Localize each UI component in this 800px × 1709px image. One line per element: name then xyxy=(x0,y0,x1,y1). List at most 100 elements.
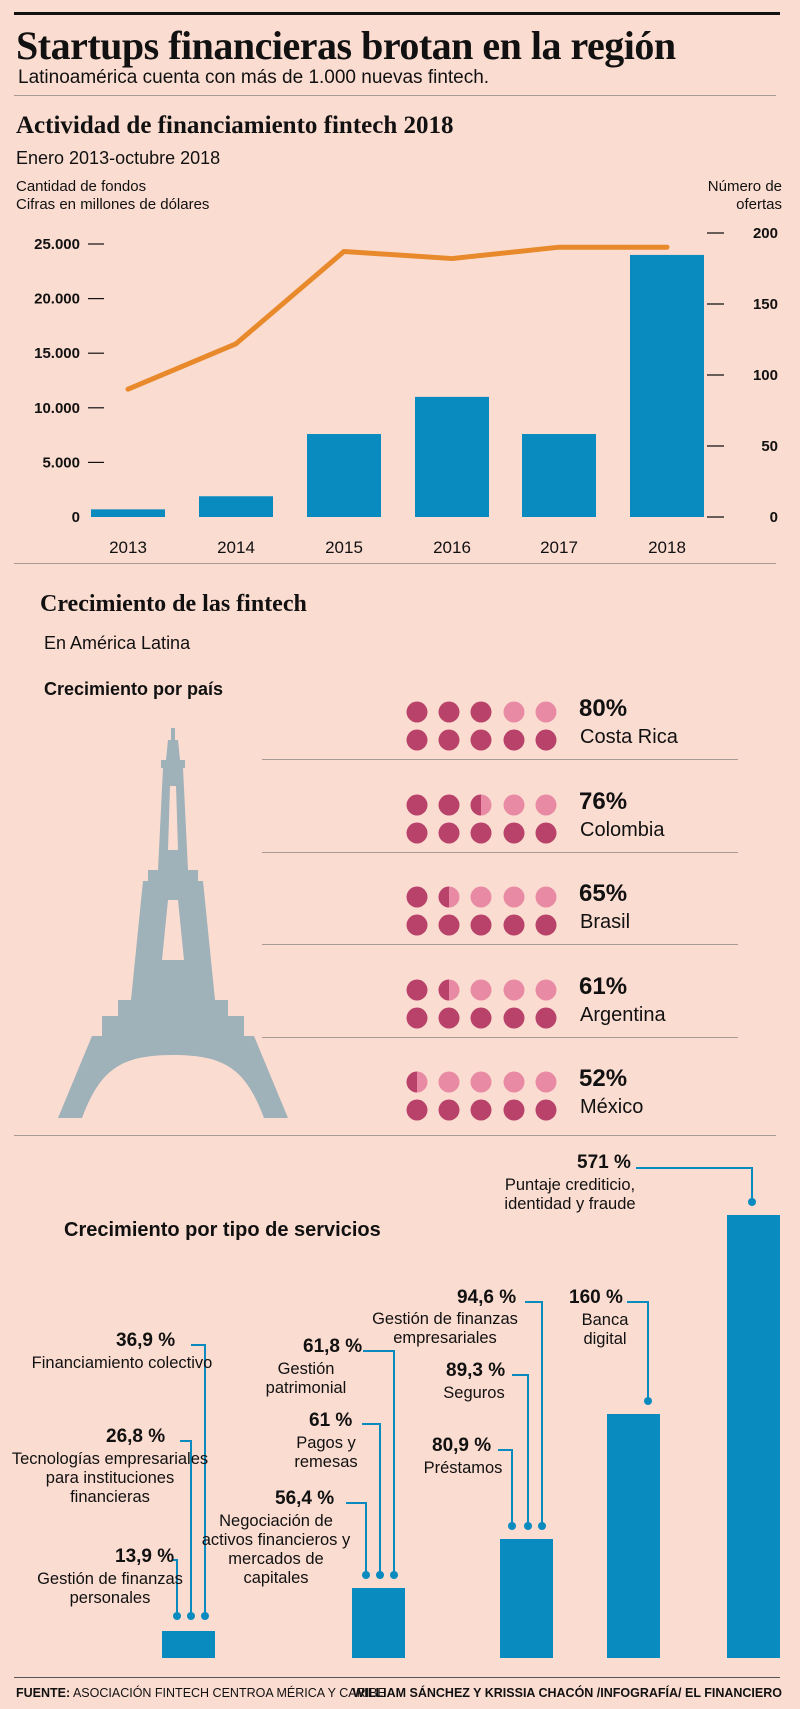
services-title: Crecimiento por tipo de servicios xyxy=(64,1219,381,1241)
row-divider xyxy=(262,944,738,945)
callout-dot xyxy=(524,1522,532,1530)
service-pct: 13,9 % xyxy=(115,1546,175,1567)
dot-partial xyxy=(406,1071,417,1093)
dot xyxy=(470,1071,492,1093)
dot xyxy=(503,1099,525,1121)
callout-dot xyxy=(508,1522,516,1530)
dot xyxy=(503,1007,525,1029)
country-name: Colombia xyxy=(580,819,665,841)
y-tick-label: 25.000 xyxy=(34,236,80,253)
service-label: Pagos y remesas xyxy=(294,1434,358,1471)
footer-source: FUENTE: ASOCIACIÓN FINTECH CENTROA MÉRIC… xyxy=(16,1686,386,1700)
service-pct: 571 % xyxy=(577,1152,631,1173)
dot xyxy=(503,914,525,936)
dot xyxy=(406,822,428,844)
callout-line xyxy=(363,1350,395,1572)
dot xyxy=(470,886,492,908)
country-pct: 65% xyxy=(579,880,628,907)
divider xyxy=(14,95,776,96)
country-pct: 76% xyxy=(579,788,628,815)
callout-line xyxy=(346,1502,367,1572)
y-tick-label: 10.000 xyxy=(34,400,80,417)
dot xyxy=(503,886,525,908)
service-label: Banca digital xyxy=(581,1311,629,1348)
dot xyxy=(470,701,492,723)
country-pct: 52% xyxy=(579,1065,628,1092)
dot xyxy=(406,701,428,723)
service-bar xyxy=(727,1215,780,1658)
y-tick-label: 5.000 xyxy=(42,454,80,471)
service-label: Gestión de finanzas personales xyxy=(37,1570,183,1607)
callout-line xyxy=(180,1440,192,1613)
service-bar xyxy=(162,1631,215,1658)
callout-line xyxy=(512,1374,529,1523)
service-pct: 160 % xyxy=(569,1287,623,1308)
dot xyxy=(438,1071,460,1093)
service-bar xyxy=(607,1414,660,1658)
top-rule xyxy=(14,12,780,15)
page-subtitle: Latinoamérica cuenta con más de 1.000 nu… xyxy=(18,67,490,88)
x-tick-label: 2016 xyxy=(433,538,471,557)
callout-line xyxy=(498,1449,513,1523)
callout-line xyxy=(362,1423,381,1572)
dot xyxy=(438,914,460,936)
dot xyxy=(535,822,557,844)
callout-dot xyxy=(173,1612,181,1620)
service-pct: 36,9 % xyxy=(116,1330,176,1351)
dot xyxy=(503,794,525,816)
service-bar xyxy=(500,1539,553,1658)
y-tick-label: 20.000 xyxy=(34,291,80,308)
page-title: Startups financieras brotan en la región xyxy=(16,23,676,68)
funding-bar xyxy=(91,509,165,517)
dot xyxy=(503,979,525,1001)
service-label: Gestión de finanzas empresariales xyxy=(372,1310,518,1347)
source-text: ASOCIACIÓN FINTECH CENTROA MÉRICA Y CARI… xyxy=(72,1686,386,1700)
y2-tick-label: 0 xyxy=(770,509,778,526)
dot xyxy=(503,1071,525,1093)
service-label: Tecnologías empresariales para instituci… xyxy=(11,1450,209,1506)
callout-line xyxy=(627,1301,649,1398)
x-tick-label: 2018 xyxy=(648,538,686,557)
funding-period: Enero 2013-octubre 2018 xyxy=(16,148,221,168)
callout-dot xyxy=(362,1571,370,1579)
callout-line xyxy=(525,1301,543,1523)
dot xyxy=(535,1071,557,1093)
service-label: Financiamiento colectivo xyxy=(31,1354,213,1372)
dot xyxy=(535,886,557,908)
service-pct: 94,6 % xyxy=(457,1287,517,1308)
dot xyxy=(406,1007,428,1029)
dot xyxy=(503,729,525,751)
dot xyxy=(535,1007,557,1029)
divider xyxy=(14,563,776,564)
service-pct: 61,8 % xyxy=(303,1336,363,1357)
dot xyxy=(406,794,428,816)
funding-bar xyxy=(307,434,381,517)
dot xyxy=(470,822,492,844)
country-growth-title: Crecimiento por país xyxy=(44,679,224,699)
y-tick-label: 15.000 xyxy=(34,345,80,362)
x-tick-label: 2013 xyxy=(109,538,147,557)
country-pct: 61% xyxy=(579,973,628,1000)
country-name: Costa Rica xyxy=(580,726,678,748)
dot xyxy=(470,979,492,1001)
dot xyxy=(438,701,460,723)
dot xyxy=(470,914,492,936)
callout-dot xyxy=(376,1571,384,1579)
service-pct: 61 % xyxy=(309,1410,353,1431)
dot xyxy=(535,1099,557,1121)
dot xyxy=(406,886,428,908)
service-label: Puntaje crediticio, identidad y fraude xyxy=(504,1176,636,1213)
service-pct: 56,4 % xyxy=(275,1488,335,1509)
callout-line xyxy=(173,1559,178,1613)
dot xyxy=(535,914,557,936)
dot xyxy=(503,822,525,844)
dot xyxy=(470,729,492,751)
dot xyxy=(438,1007,460,1029)
x-tick-label: 2014 xyxy=(217,538,255,557)
row-divider xyxy=(262,1037,738,1038)
row-divider xyxy=(262,852,738,853)
dot xyxy=(406,979,428,1001)
callout-dot xyxy=(644,1397,652,1405)
